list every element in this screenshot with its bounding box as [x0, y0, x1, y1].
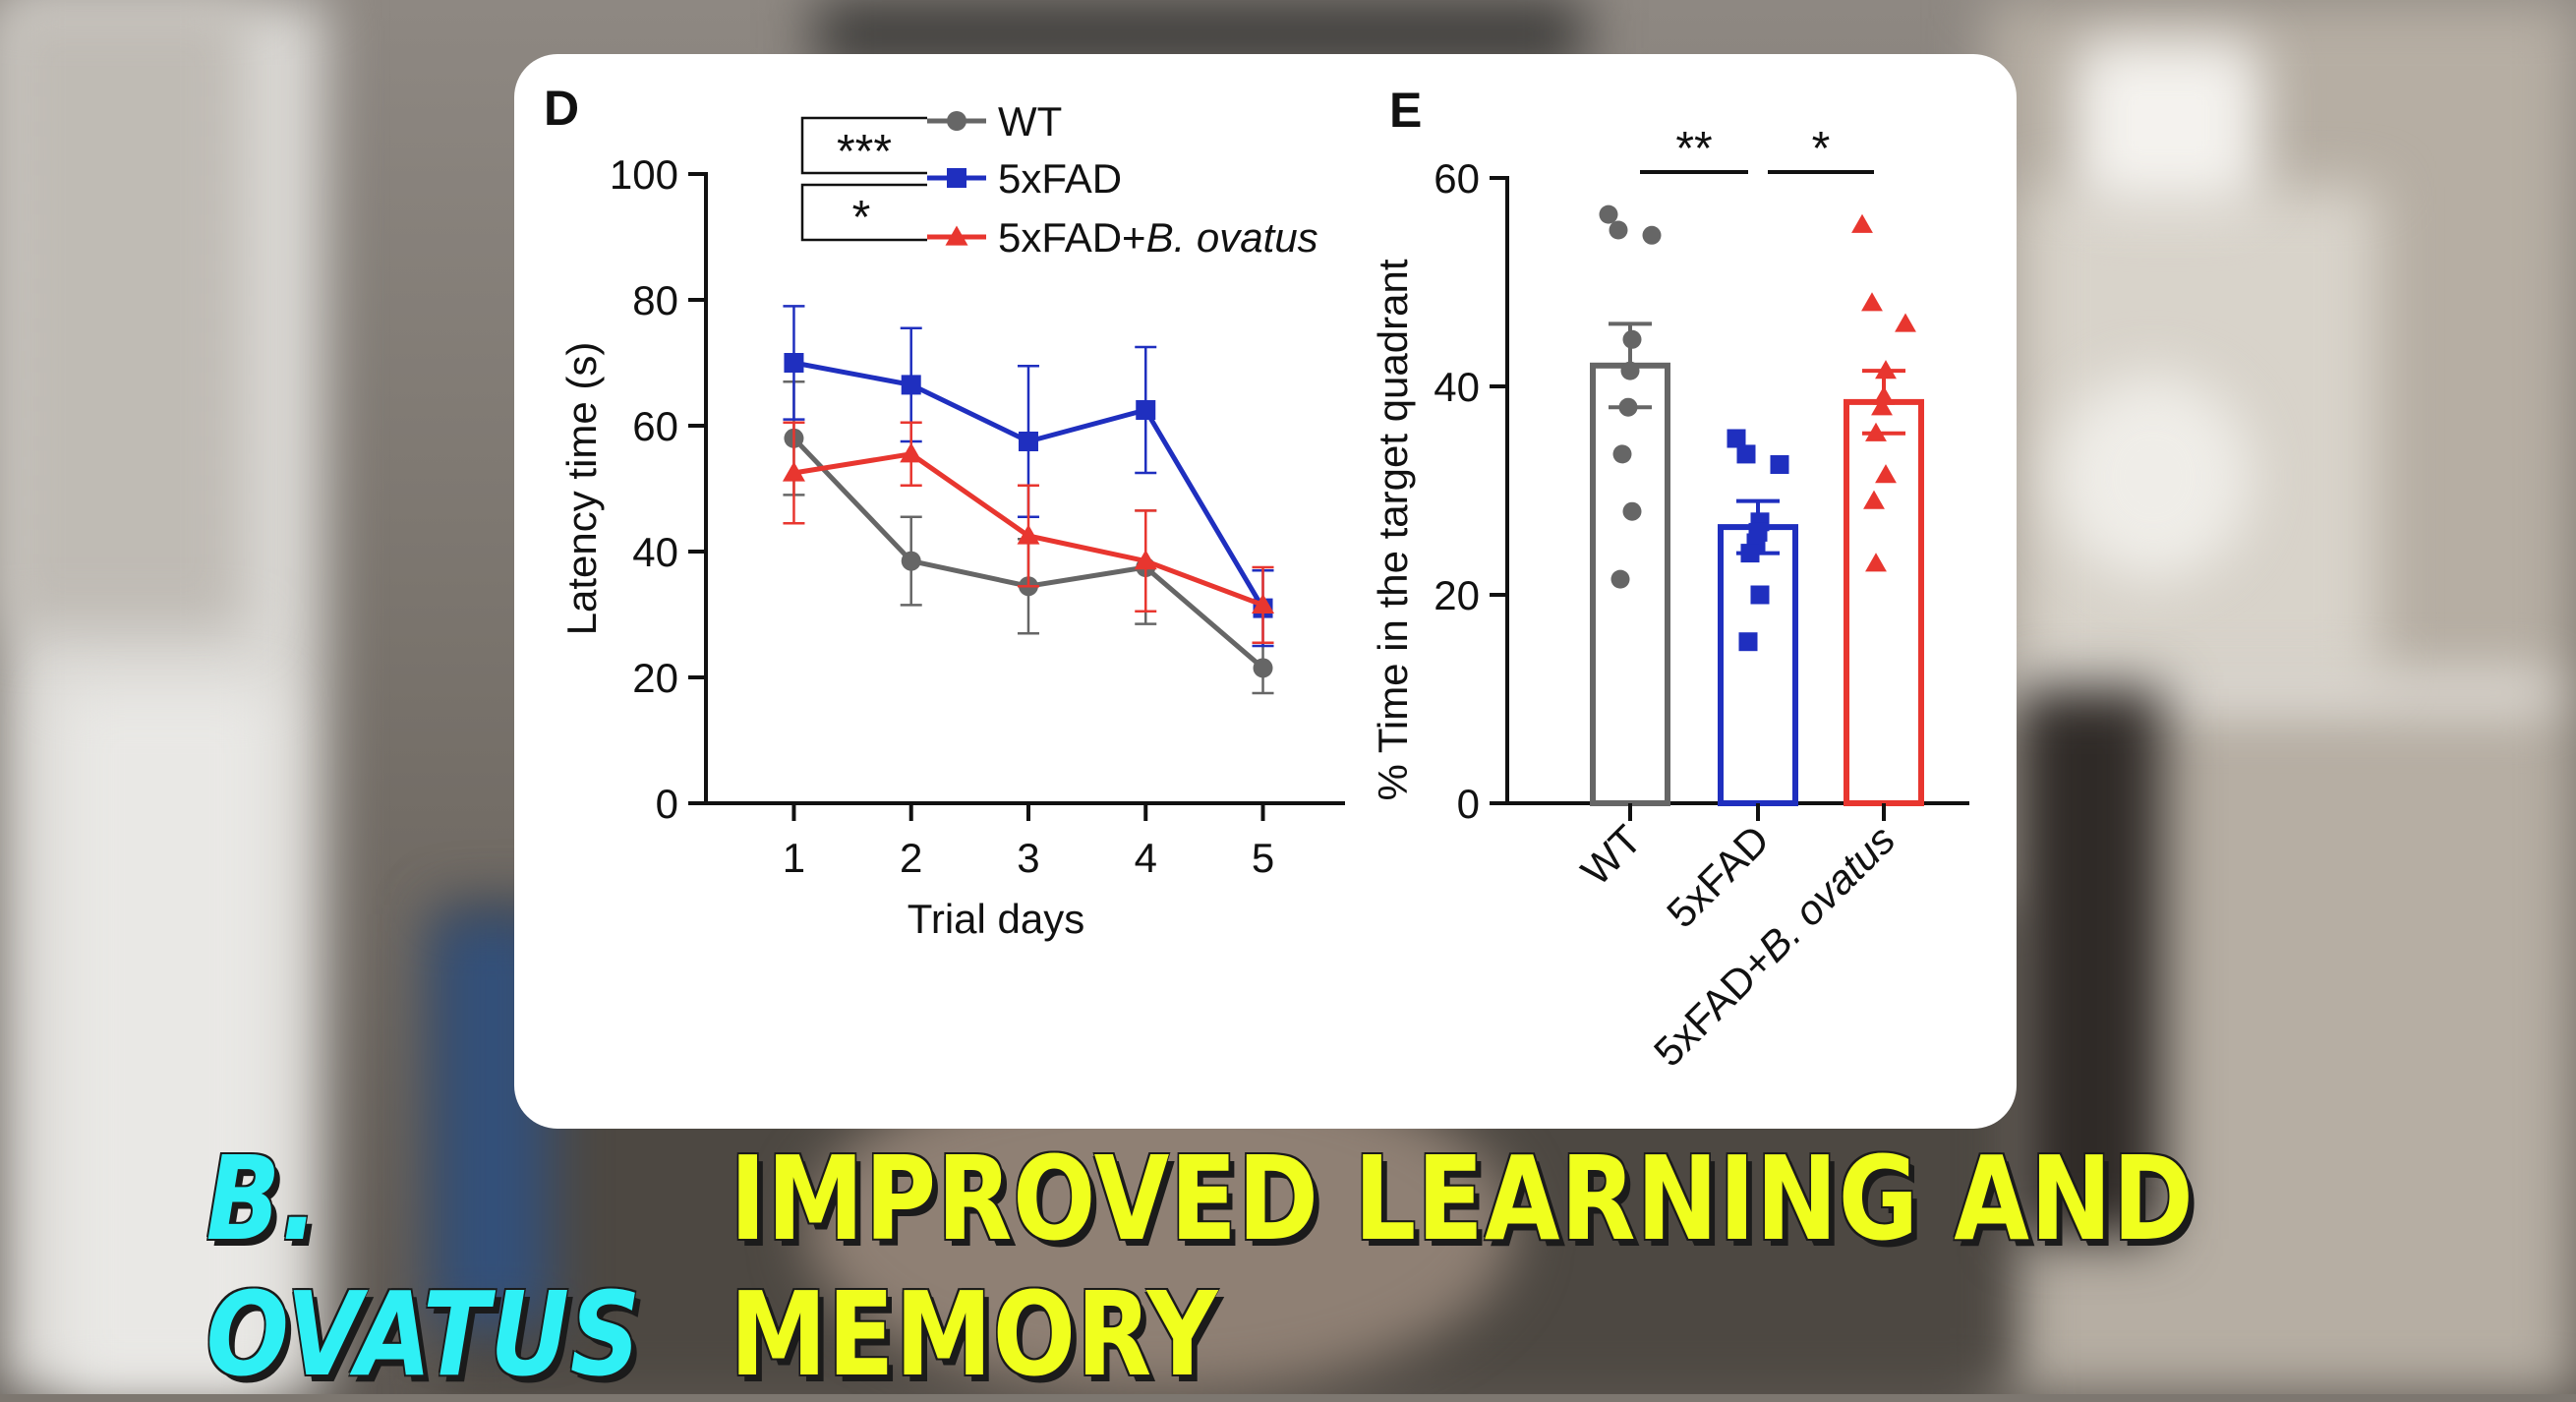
data-point	[1851, 213, 1873, 233]
bar	[1718, 524, 1798, 806]
x-tick-label: WT	[1572, 816, 1650, 894]
legend-marker	[945, 225, 968, 246]
y-tick-label: 60	[1434, 155, 1480, 202]
y-tick-label: 80	[632, 277, 678, 323]
x-tick-label: 1	[783, 835, 805, 881]
data-point	[1612, 444, 1632, 464]
data-point	[1017, 524, 1040, 545]
significance-label: *	[1812, 123, 1831, 175]
data-point	[900, 442, 923, 463]
significance-label: *	[852, 192, 871, 244]
bar-chart-panel-e: E 0 20 40 60 % Time in the target quadrant WT 5…	[1370, 83, 1969, 1076]
data-point	[1622, 329, 1642, 349]
data-point	[1740, 544, 1760, 563]
data-point	[1253, 658, 1273, 678]
y-tick-label: 40	[1434, 364, 1480, 410]
data-point	[901, 551, 921, 571]
data-point	[1865, 553, 1887, 572]
data-point	[1618, 397, 1638, 417]
panel-label-e: E	[1389, 83, 1422, 138]
line-chart-panel-d: D 0 20 40 60 80 100 1 2 3 4 5 Trial days Latency time…	[544, 81, 1345, 942]
y-tick-label: 60	[632, 403, 678, 449]
data-point	[1018, 432, 1038, 451]
data-point	[1863, 490, 1885, 509]
data-point	[1875, 464, 1897, 484]
y-tick-label: 100	[610, 151, 678, 198]
legend-label: 5xFAD+B. ovatus	[998, 214, 1318, 261]
bar	[1844, 398, 1924, 806]
data-point	[1642, 225, 1662, 245]
y-tick-label: 20	[1434, 572, 1480, 618]
figure-card: D 0 20 40 60 80 100 1 2 3 4 5 Trial days Latency time…	[514, 54, 2017, 1129]
legend-label: WT	[998, 98, 1062, 145]
caption-species: B. OVATUS	[205, 1131, 642, 1402]
data-point	[901, 375, 921, 395]
y-axis-label: % Time in the target quadrant	[1370, 259, 1416, 800]
data-point	[1609, 220, 1628, 240]
data-point	[1727, 429, 1746, 448]
data-point	[1599, 204, 1618, 224]
data-point	[782, 461, 805, 482]
data-point	[1865, 422, 1887, 441]
legend-marker	[947, 168, 966, 188]
x-tick-label: 5xFAD+B. ovatus	[1645, 816, 1904, 1076]
y-tick-label: 40	[632, 529, 678, 575]
data-point	[1873, 385, 1895, 405]
data-point	[1871, 396, 1893, 416]
y-tick-label: 0	[656, 781, 678, 827]
x-tick-label: 2	[900, 835, 922, 881]
legend-marker	[947, 111, 966, 131]
video-caption: B. OVATUS IMPROVED LEARNING AND MEMORY	[206, 1131, 2371, 1402]
data-point	[1738, 632, 1758, 652]
data-point	[1875, 360, 1897, 380]
data-point	[1736, 444, 1756, 464]
significance-bracket	[800, 183, 927, 242]
legend-label: 5xFAD	[998, 155, 1122, 202]
significance-label: **	[1675, 123, 1712, 175]
x-tick-label: 5	[1252, 835, 1274, 881]
caption-main: IMPROVED LEARNING AND MEMORY	[730, 1131, 2195, 1402]
x-tick-label: 5xFAD	[1658, 816, 1778, 936]
data-point	[1861, 292, 1883, 312]
data-point	[1134, 550, 1157, 570]
data-point	[1622, 501, 1642, 521]
panel-label-d: D	[544, 81, 579, 136]
data-point	[1136, 400, 1156, 420]
data-point	[1770, 455, 1789, 474]
y-tick-label: 20	[632, 655, 678, 701]
y-tick-label: 0	[1457, 781, 1480, 827]
significance-label: ***	[837, 126, 892, 178]
x-tick-label: 4	[1135, 835, 1157, 881]
data-point	[1620, 361, 1640, 380]
significance-bracket	[800, 116, 927, 175]
data-point	[1610, 569, 1630, 589]
x-tick-label: 3	[1017, 835, 1039, 881]
data-point	[1750, 585, 1770, 605]
figure-svg: D 0 20 40 60 80 100 1 2 3 4 5 Trial days Latency time…	[544, 81, 1969, 1076]
data-point	[1895, 313, 1916, 332]
data-point	[1252, 593, 1275, 614]
bar	[1590, 362, 1670, 806]
data-point	[784, 353, 804, 373]
x-axis-label: Trial days	[907, 896, 1085, 942]
y-axis-label: Latency time (s)	[558, 342, 605, 636]
